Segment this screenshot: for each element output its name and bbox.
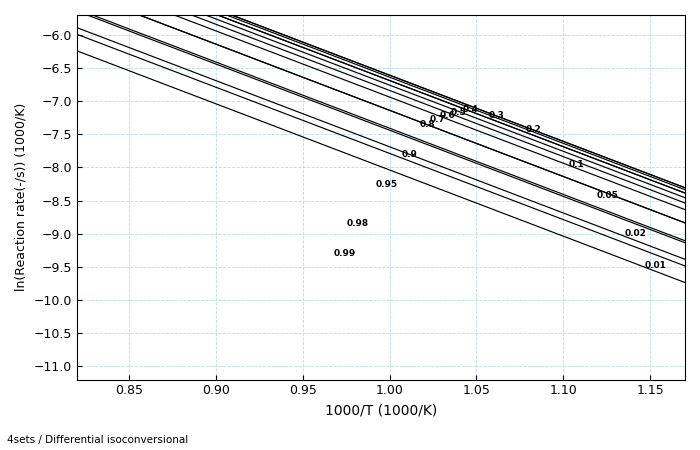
Text: 0.98: 0.98 — [346, 219, 368, 228]
Text: 0.99: 0.99 — [334, 249, 356, 258]
Text: 0.5: 0.5 — [450, 108, 466, 117]
Text: 0.4: 0.4 — [463, 105, 478, 114]
Text: 0.9: 0.9 — [402, 150, 418, 159]
Text: 0.02: 0.02 — [624, 229, 646, 238]
Text: 0.01: 0.01 — [645, 261, 667, 270]
Text: 0.7: 0.7 — [430, 115, 445, 124]
Text: 0.8: 0.8 — [419, 120, 435, 129]
Text: 0.95: 0.95 — [376, 180, 398, 189]
Text: 0.6: 0.6 — [440, 111, 456, 120]
X-axis label: 1000/T (1000/K): 1000/T (1000/K) — [325, 403, 437, 417]
Text: 4sets / Differential isoconversional: 4sets / Differential isoconversional — [7, 436, 188, 446]
Text: 0.05: 0.05 — [596, 191, 618, 200]
Text: 0.3: 0.3 — [489, 111, 505, 120]
Text: 0.1: 0.1 — [568, 160, 584, 169]
Y-axis label: ln(Reaction rate(-/s)) (1000/K): ln(Reaction rate(-/s)) (1000/K) — [15, 103, 28, 292]
Text: 0.2: 0.2 — [525, 125, 541, 134]
